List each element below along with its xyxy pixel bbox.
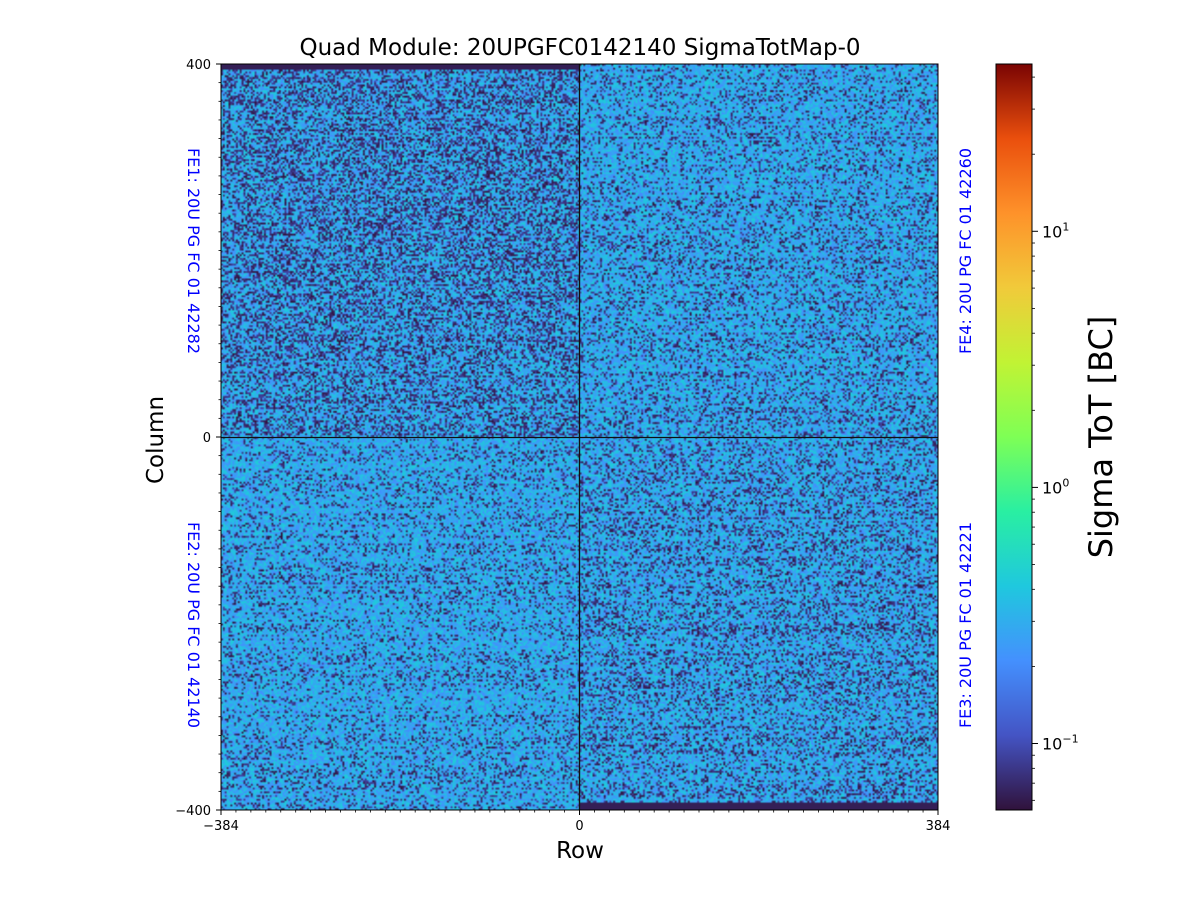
colorbar-gradient	[995, 63, 1033, 811]
axes: −384 0 384 400 0 −400	[175, 58, 950, 834]
fe1-label: FE1: 20U PG FC 01 42282	[184, 148, 203, 354]
colorbar-tick-label: 10−1	[1042, 733, 1079, 754]
fe2-label: FE2: 20U PG FC 01 42140	[184, 522, 203, 728]
colorbar-label: Sigma ToT [BC]	[1082, 316, 1120, 559]
colorbar-tick-label: 100	[1042, 476, 1069, 497]
fe3-label: FE3: 20U PG FC 01 42221	[956, 522, 975, 728]
y-tick-label: −400	[175, 804, 211, 819]
colorbar-ticks: 101 100 10−1	[1032, 76, 1079, 801]
colorbar-tick-label: 101	[1042, 220, 1069, 241]
x-tick-label: −384	[203, 819, 239, 834]
y-tick-label: 0	[203, 431, 211, 446]
x-tick-label: 384	[926, 819, 951, 834]
fe4-label: FE4: 20U PG FC 01 42260	[956, 148, 975, 354]
x-axis-label: Row	[556, 838, 604, 864]
y-axis-label: Column	[143, 396, 169, 484]
chart-title: Quad Module: 20UPGFC0142140 SigmaTotMap-…	[300, 35, 861, 61]
colorbar: 101 100 10−1	[995, 63, 1079, 811]
x-tick-label: 0	[575, 819, 583, 834]
y-tick-label: 400	[186, 58, 211, 73]
heatmap-plot-area	[220, 63, 939, 811]
